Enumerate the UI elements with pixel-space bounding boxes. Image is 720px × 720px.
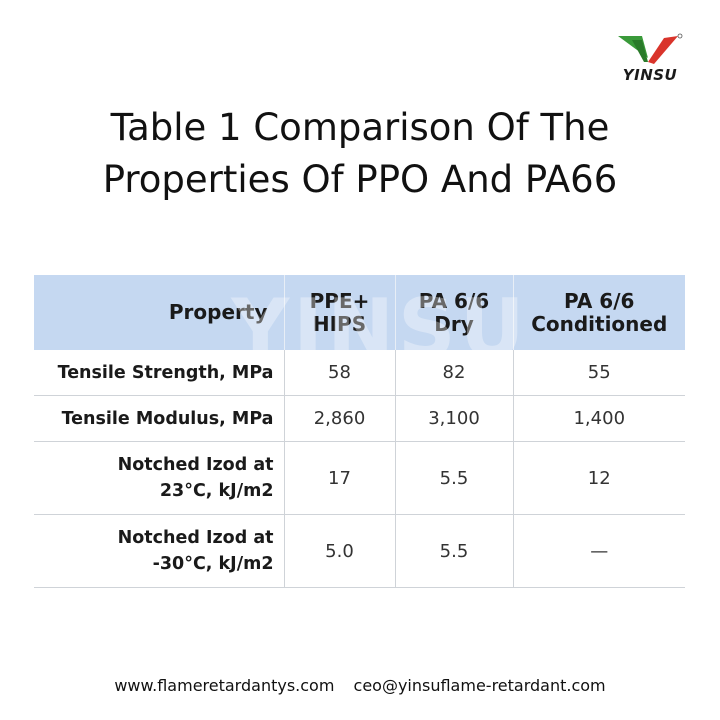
row-property-label: Tensile Strength, MPa — [34, 350, 285, 396]
title-line-2: Properties Of PPO And PA66 — [102, 158, 618, 201]
title-line-1: Table 1 Comparison Of The — [110, 106, 610, 149]
header-ppe-hips: PPE+ HIPS — [284, 275, 396, 350]
row-property-label: Notched Izod at -30°C, kJ/m2 — [34, 514, 285, 588]
cell-value: 5.0 — [284, 514, 396, 588]
header-property: Property — [34, 275, 285, 350]
cell-value: 3,100 — [395, 395, 514, 442]
yinsu-v-logo-icon — [618, 33, 683, 64]
cell-value: 82 — [395, 350, 514, 396]
header-pa66-dry: PA 6/6 Dry — [395, 275, 514, 350]
cell-value: — — [513, 514, 685, 588]
yinsu-logo: YINSU — [606, 28, 690, 92]
cell-value: 12 — [513, 441, 685, 515]
page-title: Table 1 Comparison Of The Properties Of … — [40, 102, 680, 206]
cell-value: 5.5 — [395, 514, 514, 588]
header-pa66-conditioned: PA 6/6 Conditioned — [513, 275, 685, 350]
row-property-label: Tensile Modulus, MPa — [34, 395, 285, 442]
footer-email: ceo@yinsuflame-retardant.com — [353, 676, 606, 695]
cell-value: 2,860 — [284, 395, 396, 442]
cell-value: 5.5 — [395, 441, 514, 515]
cell-value: 1,400 — [513, 395, 685, 442]
table-header-row: Property PPE+ HIPS PA 6/6 Dry PA 6/6 Condit… — [34, 275, 685, 350]
cell-value: 55 — [513, 350, 685, 396]
logo-text: YINSU — [622, 66, 678, 84]
table-row: Tensile Strength, MPa 58 82 55 — [34, 350, 685, 396]
table-row: Notched Izod at 23°C, kJ/m2 17 5.5 12 — [34, 441, 685, 515]
cell-value: 17 — [284, 441, 396, 515]
row-property-label: Notched Izod at 23°C, kJ/m2 — [34, 441, 285, 515]
properties-comparison-table: Property PPE+ HIPS PA 6/6 Dry PA 6/6 Condit… — [34, 275, 685, 588]
table-row: Notched Izod at -30°C, kJ/m2 5.0 5.5 — — [34, 514, 685, 588]
footer-website: www.flameretardantys.com — [114, 676, 335, 695]
cell-value: 58 — [284, 350, 396, 396]
footer-contact: www.flameretardantys.com ceo@yinsuflame-… — [0, 676, 720, 695]
table-row: Tensile Modulus, MPa 2,860 3,100 1,400 — [34, 395, 685, 442]
